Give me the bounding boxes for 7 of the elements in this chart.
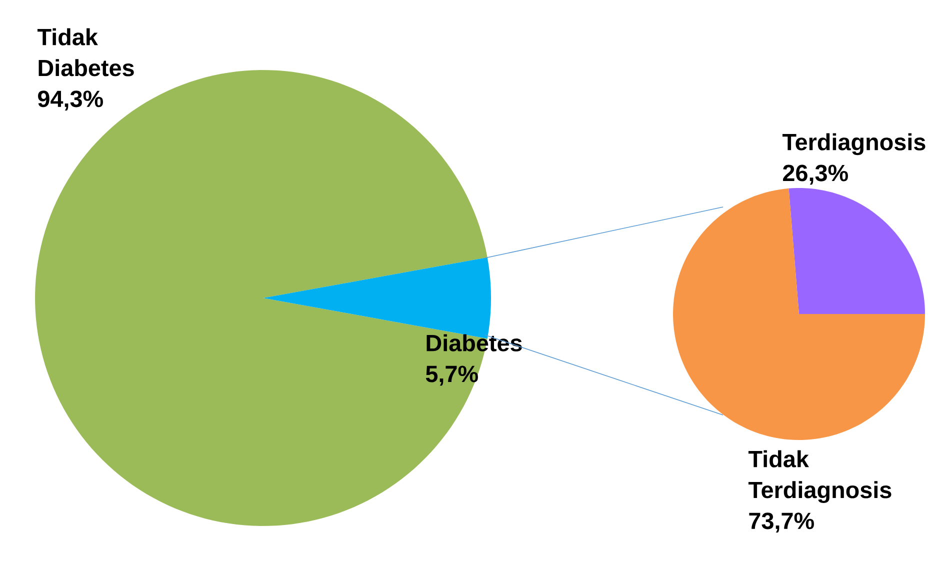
slice-label: Tidak Terdiagnosis: [748, 450, 892, 504]
data-label: 26,3%: [783, 164, 848, 185]
slice-label: Tidak Diabetes: [37, 28, 134, 76]
data-label: 73,7%: [749, 512, 814, 533]
slice-label: Terdiagnosis: [782, 133, 926, 156]
data-label: 94,3%: [38, 90, 103, 111]
data-label: 5,7%: [426, 366, 478, 386]
